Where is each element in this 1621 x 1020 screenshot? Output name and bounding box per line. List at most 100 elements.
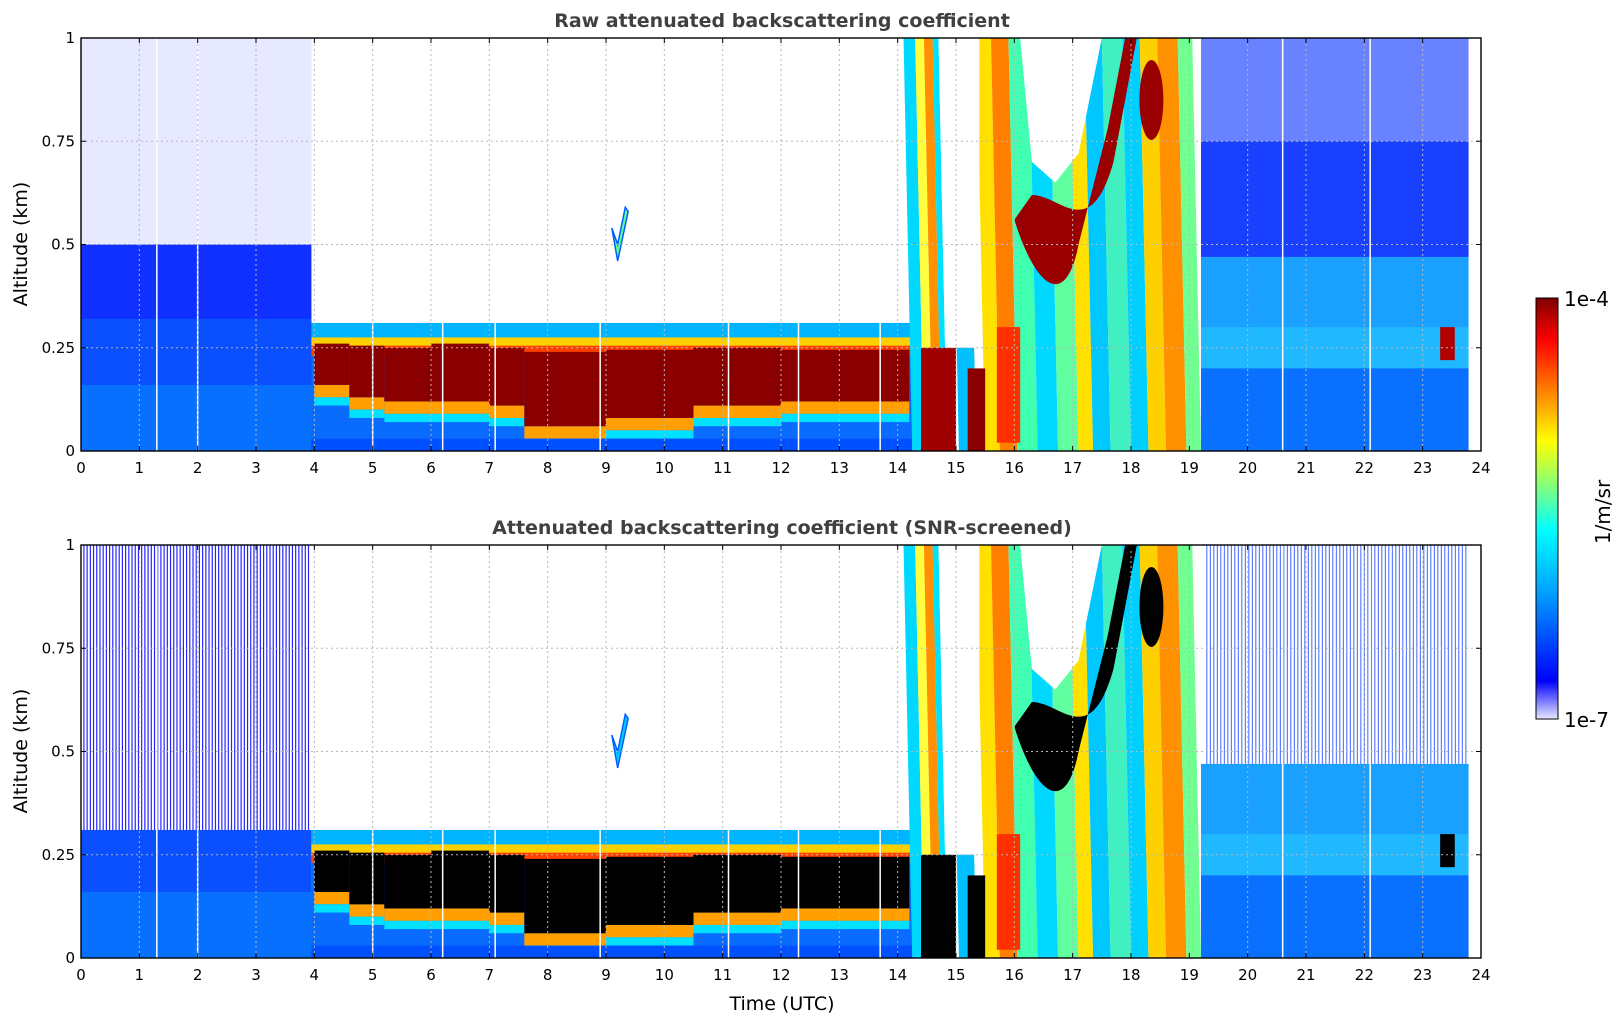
evening-layer: [1201, 834, 1470, 876]
aerosol-layer-edge: [489, 405, 525, 418]
aerosol-layer-edge: [693, 924, 781, 934]
precipitation-core: [996, 327, 1021, 443]
no-data-region: [1469, 38, 1481, 451]
aerosol-layer-edge: [781, 920, 910, 930]
x-tick-label: 11: [713, 459, 732, 477]
x-tick-label: 12: [771, 459, 790, 477]
aerosol-layer-edge: [606, 417, 694, 431]
evening-layer: [1201, 327, 1470, 369]
chart-title: Attenuated backscattering coefficient (S…: [492, 517, 1072, 539]
noise-region: [1201, 38, 1470, 142]
y-axis: 0 0.25 0.5 0.75 1: [42, 536, 1481, 967]
raw-backscatter-panel: Raw attenuated backscattering coefficien…: [10, 10, 1491, 477]
x-tick-label: 18: [1121, 966, 1140, 984]
small-layer: [1440, 327, 1455, 361]
aerosol-core: [781, 856, 910, 909]
x-tick-label: 0: [76, 459, 86, 477]
isolated-feature: [611, 205, 629, 262]
x-tick-label: 1: [135, 966, 145, 984]
clear-region: [950, 545, 980, 855]
x-tick-label: 24: [1471, 966, 1490, 984]
aerosol-layer-edge: [349, 904, 385, 917]
y-tick-label: 0: [65, 442, 75, 460]
x-tick-label: 0: [76, 966, 86, 984]
x-tick-label: 16: [1005, 459, 1024, 477]
aerosol-core: [349, 345, 385, 398]
x-axis: 0 1 2 3 4 5 6 7 8 9 10 11 12 13 14 15 16 17 18 19 20 21 22 23 24: [76, 38, 1491, 477]
x-tick-label: 9: [601, 459, 611, 477]
y-axis: 0 0.25 0.5 0.75 1: [42, 29, 1481, 460]
aerosol-layer-edge: [606, 924, 694, 938]
x-tick-label: 8: [543, 966, 553, 984]
surface-layer: [81, 891, 312, 958]
x-tick-label: 15: [946, 459, 965, 477]
evening-layer: [1201, 875, 1470, 958]
aerosol-core: [384, 854, 431, 909]
clear-region: [1020, 38, 1102, 183]
x-tick-label: 15: [946, 966, 965, 984]
y-tick-label: 0.75: [42, 132, 75, 150]
x-tick-label: 13: [830, 966, 849, 984]
aerosol-core: [314, 850, 350, 892]
x-tick-label: 20: [1238, 459, 1257, 477]
evening-layer: [1201, 368, 1470, 451]
grid: [81, 545, 1481, 958]
y-tick-label: 0.25: [42, 846, 75, 864]
aerosol-layer-edge: [489, 417, 525, 427]
aerosol-layer-edge: [349, 409, 385, 418]
chart-title: Raw attenuated backscattering coefficien…: [554, 10, 1010, 32]
aerosol-layer-edge: [314, 904, 350, 913]
x-tick-label: 2: [193, 966, 203, 984]
aerosol-core: [524, 858, 606, 934]
colorbar-scale: [1535, 297, 1559, 720]
x-axis: 0 1 2 3 4 5 6 7 8 9 10 11 12 13 14 15 16 17 18 19 20 21 22 23 24: [76, 545, 1491, 984]
x-axis-label: Time (UTC): [728, 993, 834, 1015]
aerosol-core: [781, 349, 910, 402]
aerosol-core: [693, 854, 781, 913]
aerosol-layer-edge: [693, 405, 781, 418]
aerosol-core: [606, 856, 694, 925]
x-tick-label: 17: [1063, 966, 1082, 984]
y-tick-label: 0: [65, 949, 75, 967]
y-axis-label: Altitude (km): [10, 689, 32, 814]
aerosol-layer-edge: [693, 912, 781, 925]
aerosol-core: [524, 351, 606, 427]
aerosol-layer-edge: [781, 401, 910, 414]
precipitation-streak: [903, 38, 924, 451]
x-tick-label: 16: [1005, 966, 1024, 984]
x-tick-label: 21: [1296, 966, 1315, 984]
colorbar-max-label: 1e-4: [1564, 287, 1609, 311]
aerosol-core: [606, 349, 694, 418]
aerosol-layer-edge: [384, 413, 431, 423]
x-tick-label: 8: [543, 459, 553, 477]
aerosol-layer-edge: [524, 426, 606, 439]
x-tick-label: 22: [1355, 459, 1374, 477]
x-tick-label: 12: [771, 966, 790, 984]
precipitation-core: [921, 854, 956, 958]
x-tick-label: 21: [1296, 459, 1315, 477]
y-axis-label: Altitude (km): [10, 182, 32, 307]
no-data-region: [1469, 545, 1481, 958]
aerosol-core: [384, 347, 431, 402]
x-tick-label: 14: [888, 966, 907, 984]
colorbar-unit-label: 1/m/sr: [1591, 479, 1615, 544]
aerosol-layer-edge: [606, 937, 694, 946]
aerosol-layer-edge: [524, 933, 606, 946]
x-tick-label: 18: [1121, 459, 1140, 477]
y-tick-label: 0.5: [51, 743, 75, 761]
clear-region: [950, 38, 980, 348]
x-tick-label: 14: [888, 459, 907, 477]
x-tick-label: 23: [1413, 459, 1432, 477]
aerosol-core: [314, 343, 350, 385]
aerosol-layer-edge: [606, 430, 694, 439]
aerosol-layer-edge: [431, 413, 490, 423]
aerosol-layer-edge: [693, 417, 781, 427]
colorbar: 1e-4 1e-7 1/m/sr: [1535, 287, 1615, 732]
clear-region: [1020, 545, 1102, 690]
cloud-feature: [1139, 59, 1164, 140]
aerosol-layer-edge: [384, 920, 431, 930]
y-tick-label: 0.5: [51, 236, 75, 254]
cloud-feature: [1139, 566, 1164, 647]
aerosol-core: [431, 850, 490, 909]
